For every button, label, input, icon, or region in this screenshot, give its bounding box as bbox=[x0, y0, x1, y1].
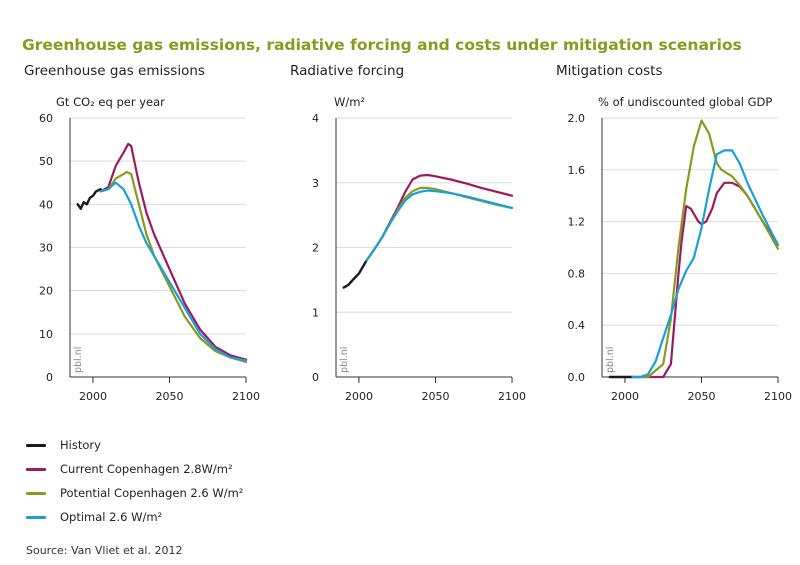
chart-1-series-optimal bbox=[99, 181, 248, 362]
chart-2-series-history bbox=[342, 259, 368, 289]
source-note: Source: Van Vliet et al. 2012 bbox=[26, 544, 183, 557]
figure-title: Greenhouse gas emissions, radiative forc… bbox=[22, 36, 742, 54]
chart-3-ytick-label: 1.6 bbox=[568, 164, 586, 177]
chart-2-ytick-label: 4 bbox=[312, 112, 319, 125]
chart-3-xtick-label: 2100 bbox=[764, 390, 792, 403]
legend-swatch-potential-copenhagen bbox=[26, 491, 46, 495]
chart-1-ytick-label: 20 bbox=[39, 285, 53, 298]
chart-2-ytick-label: 2 bbox=[312, 242, 319, 255]
legend-swatch-history bbox=[26, 443, 46, 447]
chart-3-ytick-label: 0.8 bbox=[568, 267, 586, 280]
chart-3-xtick-label: 2000 bbox=[611, 390, 639, 403]
chart-2-series-optimal bbox=[365, 189, 514, 262]
chart-3-ytick-label: 2.0 bbox=[568, 112, 586, 125]
chart-1-ylabel: Gt CO₂ eq per year bbox=[56, 95, 165, 109]
chart-1-ytick-label: 40 bbox=[39, 198, 53, 211]
chart-1-ytick-label: 0 bbox=[46, 371, 53, 384]
charts-canvas: 0 10 20 30 40 50 60 2000 2050 2100 pbl.nl 0 1 2 3 4 2000… bbox=[39, 112, 792, 403]
chart-3-title: Mitigation costs bbox=[556, 63, 663, 79]
chart-3-ylabel: % of undiscounted global GDP bbox=[598, 95, 773, 109]
chart-1-title: Greenhouse gas emissions bbox=[24, 63, 205, 79]
chart-1-watermark: pbl.nl bbox=[73, 347, 84, 373]
chart-3-ytick-label: 0.4 bbox=[568, 319, 586, 332]
chart-1-ytick-label: 50 bbox=[39, 155, 53, 168]
legend-item-optimal: Optimal 2.6 W/m² bbox=[26, 505, 243, 529]
legend-label-current-copenhagen: Current Copenhagen 2.8W/m² bbox=[60, 462, 233, 476]
chart-2-ylabel: W/m² bbox=[334, 95, 366, 109]
legend: History Current Copenhagen 2.8W/m² Poten… bbox=[26, 433, 243, 529]
legend-label-history: History bbox=[60, 438, 101, 452]
legend-label-optimal: Optimal 2.6 W/m² bbox=[60, 510, 163, 524]
chart-1-ytick-label: 30 bbox=[39, 242, 53, 255]
chart-2-ytick-label: 1 bbox=[312, 306, 319, 319]
chart-1-series-current-copenhagen bbox=[99, 142, 248, 361]
chart-1-xtick-label: 2050 bbox=[155, 390, 183, 403]
chart-3-ytick-label: 0.0 bbox=[568, 371, 586, 384]
chart-2-watermark: pbl.nl bbox=[339, 347, 350, 373]
chart-2-ytick-label: 3 bbox=[312, 177, 319, 190]
legend-item-history: History bbox=[26, 433, 243, 457]
chart-1-xtick-label: 2100 bbox=[232, 390, 260, 403]
chart-1-ytick-label: 60 bbox=[39, 112, 53, 125]
chart-3-watermark: pbl.nl bbox=[605, 347, 616, 373]
chart-1-ytick-label: 10 bbox=[39, 328, 53, 341]
chart-2-ytick-label: 0 bbox=[312, 371, 319, 384]
chart-2-xtick-label: 2050 bbox=[421, 390, 449, 403]
chart-1-series-history bbox=[76, 187, 102, 210]
chart-3-series-potential-copenhagen bbox=[631, 119, 780, 379]
chart-2-title: Radiative forcing bbox=[290, 63, 405, 79]
chart-1-xtick-label: 2000 bbox=[79, 390, 107, 403]
legend-item-potential-copenhagen: Potential Copenhagen 2.6 W/m² bbox=[26, 481, 243, 505]
chart-3-xtick-label: 2050 bbox=[687, 390, 715, 403]
chart-3-series-optimal bbox=[631, 149, 780, 379]
legend-label-potential-copenhagen: Potential Copenhagen 2.6 W/m² bbox=[60, 486, 244, 500]
chart-2-xtick-label: 2000 bbox=[345, 390, 373, 403]
chart-3-ytick-label: 1.2 bbox=[568, 216, 586, 229]
legend-swatch-optimal bbox=[26, 515, 46, 519]
legend-swatch-current-copenhagen bbox=[26, 467, 46, 471]
chart-2-xtick-label: 2100 bbox=[498, 390, 526, 403]
legend-item-current-copenhagen: Current Copenhagen 2.8W/m² bbox=[26, 457, 243, 481]
chart-1-series-potential-copenhagen bbox=[99, 170, 248, 363]
